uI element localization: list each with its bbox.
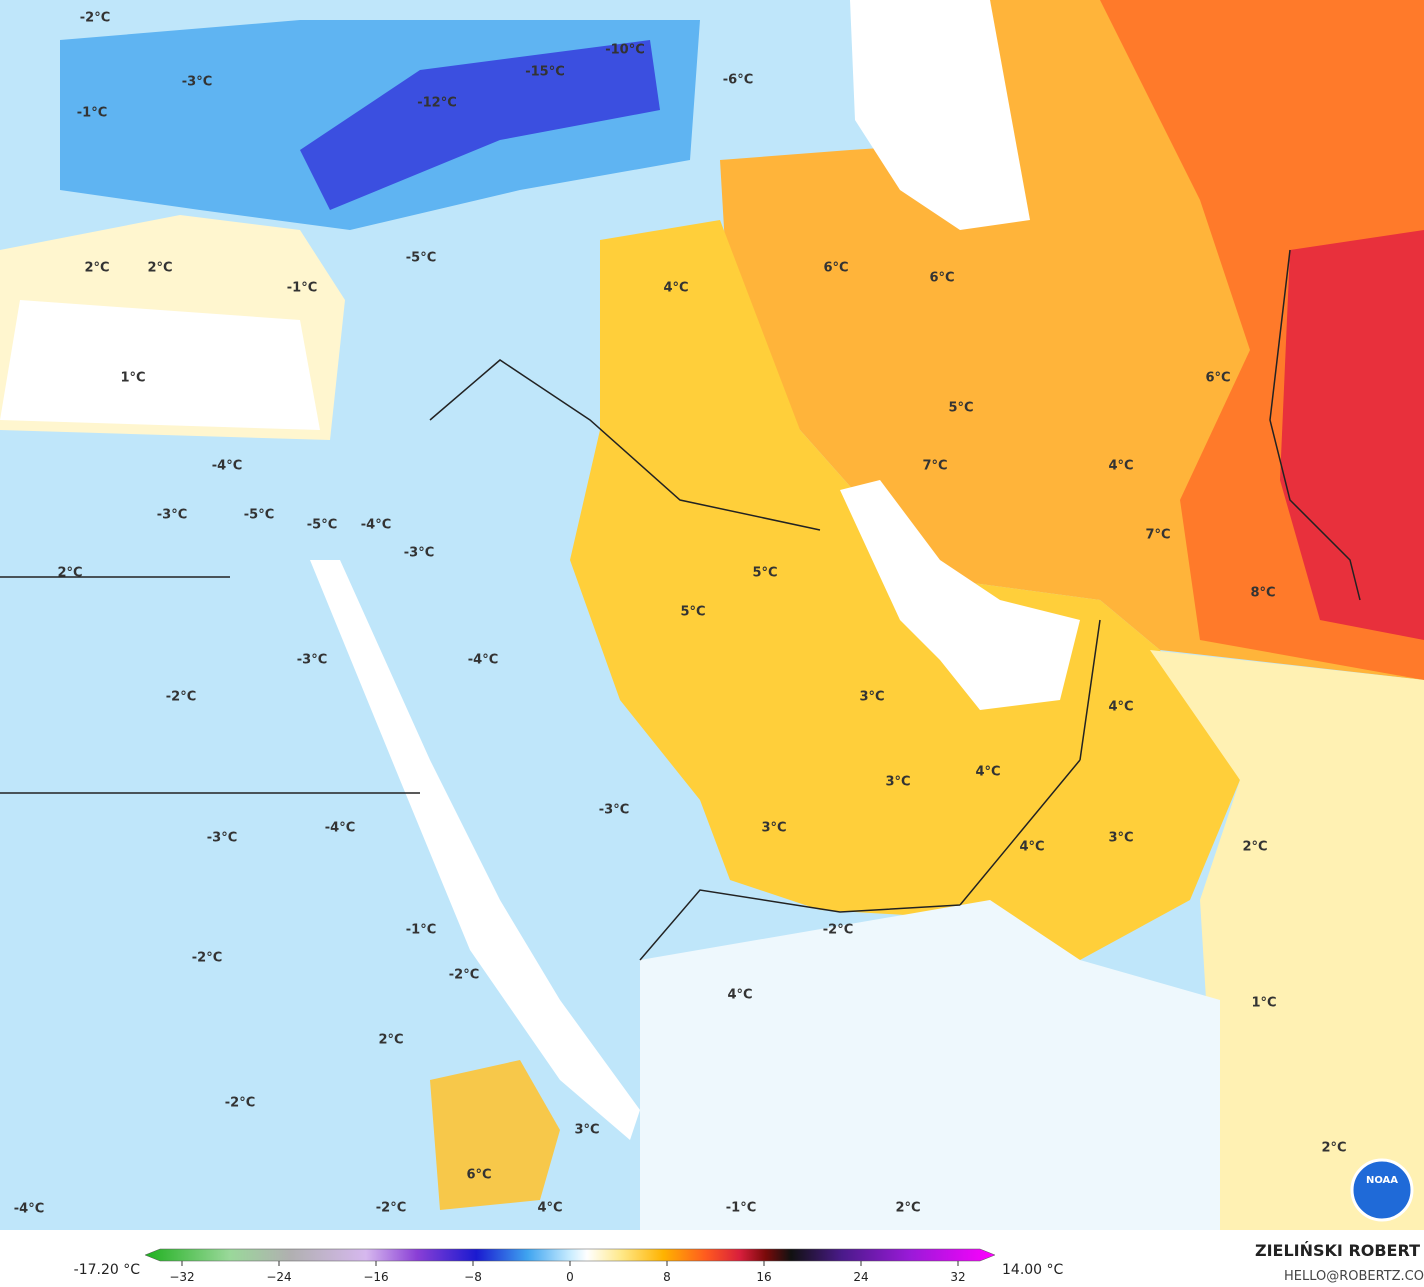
red-sea xyxy=(310,560,640,1140)
temperature-label: 6°C xyxy=(1205,371,1230,386)
colorbar-tick-label: 0 xyxy=(566,1270,574,1284)
credit-name: ZIELIŃSKI ROBERT xyxy=(1255,1241,1420,1260)
temperature-label: 6°C xyxy=(929,271,954,286)
temperature-label: 4°C xyxy=(727,988,752,1003)
temperature-label: -1°C xyxy=(77,106,107,121)
temperature-label: -6°C xyxy=(723,73,753,88)
temperature-label: -4°C xyxy=(325,821,355,836)
temperature-label: -2°C xyxy=(823,923,853,938)
caspian-sea xyxy=(850,0,1030,230)
temperature-label: -1°C xyxy=(287,281,317,296)
temperature-label: 3°C xyxy=(885,775,910,790)
temperature-label: 5°C xyxy=(752,566,777,581)
temperature-label: -1°C xyxy=(726,1201,756,1216)
temperature-label: 4°C xyxy=(975,765,1000,780)
colorbar-min: -17.20 °C xyxy=(74,1262,141,1278)
temperature-label: 2°C xyxy=(895,1201,920,1216)
colorbar-tick-label: −8 xyxy=(464,1270,482,1284)
colorbar-tick-label: −16 xyxy=(363,1270,388,1284)
temperature-label: -3°C xyxy=(404,546,434,561)
temperature-label: 1°C xyxy=(1251,996,1276,1011)
persian-gulf xyxy=(840,480,1080,710)
temperature-label: -3°C xyxy=(207,831,237,846)
very-cold-zone xyxy=(300,40,660,210)
temperature-label: -4°C xyxy=(361,518,391,533)
logo-disc xyxy=(1350,1158,1414,1222)
colorbar-strip xyxy=(144,1248,996,1262)
temperature-label: 6°C xyxy=(466,1168,491,1183)
temperature-labels: -2°C -10°C -15°C -6°C -3°C -12°C -1°C 2°C 2°C -5°… xyxy=(14,11,1347,1217)
temperature-label: 4°C xyxy=(537,1201,562,1216)
temperature-label: -5°C xyxy=(307,518,337,533)
colorbar-tick-label: −32 xyxy=(169,1270,194,1284)
temperature-label: 8°C xyxy=(1250,586,1275,601)
temperature-label: 3°C xyxy=(859,690,884,705)
temperature-label: 1°C xyxy=(120,371,145,386)
temperature-label: 3°C xyxy=(761,821,786,836)
noaa-logo: NOAA xyxy=(1350,1158,1414,1222)
temperature-label: -2°C xyxy=(449,968,479,983)
temperature-label: -4°C xyxy=(212,459,242,474)
colorbar: -17.20 °C 14.00 °C −32 −24 −16 −8 0 8 16 24 32 xyxy=(74,1248,1064,1284)
temperature-label: 5°C xyxy=(680,605,705,620)
temperature-label: -4°C xyxy=(468,653,498,668)
temperature-label: 4°C xyxy=(1108,700,1133,715)
temperature-label: 5°C xyxy=(948,401,973,416)
temperature-label: 3°C xyxy=(1108,831,1133,846)
temperature-label: 2°C xyxy=(1321,1141,1346,1156)
temperature-label: -12°C xyxy=(417,96,457,111)
temperature-label: -2°C xyxy=(376,1201,406,1216)
colorbar-tick-label: 24 xyxy=(853,1270,868,1284)
temperature-label: -5°C xyxy=(406,251,436,266)
temperature-label: 7°C xyxy=(922,459,947,474)
temperature-label: 2°C xyxy=(57,566,82,581)
temperature-label: 2°C xyxy=(84,261,109,276)
temperature-label: -3°C xyxy=(599,803,629,818)
temperature-label: -3°C xyxy=(157,508,187,523)
temperature-label: -3°C xyxy=(182,75,212,90)
very-hot-zone xyxy=(1280,230,1424,640)
temperature-label: 6°C xyxy=(823,261,848,276)
temperature-label: -1°C xyxy=(406,923,436,938)
temperature-label: 3°C xyxy=(574,1123,599,1138)
colorbar-tick-label: 8 xyxy=(663,1270,671,1284)
temperature-label: 4°C xyxy=(1108,459,1133,474)
temperature-label: -2°C xyxy=(80,11,110,26)
temperature-label: 7°C xyxy=(1145,528,1170,543)
temperature-label: -15°C xyxy=(525,65,565,80)
temperature-label: 2°C xyxy=(1242,840,1267,855)
temperature-label: -5°C xyxy=(244,508,274,523)
temperature-label: -2°C xyxy=(166,690,196,705)
temperature-label: 4°C xyxy=(663,281,688,296)
temperature-label: -10°C xyxy=(605,43,645,58)
colorbar-tick-label: 32 xyxy=(950,1270,965,1284)
colorbar-max: 14.00 °C xyxy=(1002,1262,1064,1278)
credit-email: HELLO@ROBERTZ.CO xyxy=(1284,1269,1424,1284)
temperature-label: -4°C xyxy=(14,1202,44,1217)
temperature-label: -2°C xyxy=(225,1096,255,1111)
logo-text: NOAA xyxy=(1366,1175,1398,1186)
warm-zone xyxy=(430,1060,560,1210)
neutral-zone xyxy=(0,300,320,430)
colorbar-tick-label: −24 xyxy=(266,1270,291,1284)
temperature-label: -3°C xyxy=(297,653,327,668)
temperature-label: -2°C xyxy=(192,951,222,966)
temperature-label: 2°C xyxy=(378,1033,403,1048)
temperature-label: 4°C xyxy=(1019,840,1044,855)
temperature-label: 2°C xyxy=(147,261,172,276)
colorbar-tick-label: 16 xyxy=(756,1270,771,1284)
neutral-zone xyxy=(640,900,1220,1230)
map xyxy=(0,0,1424,1230)
